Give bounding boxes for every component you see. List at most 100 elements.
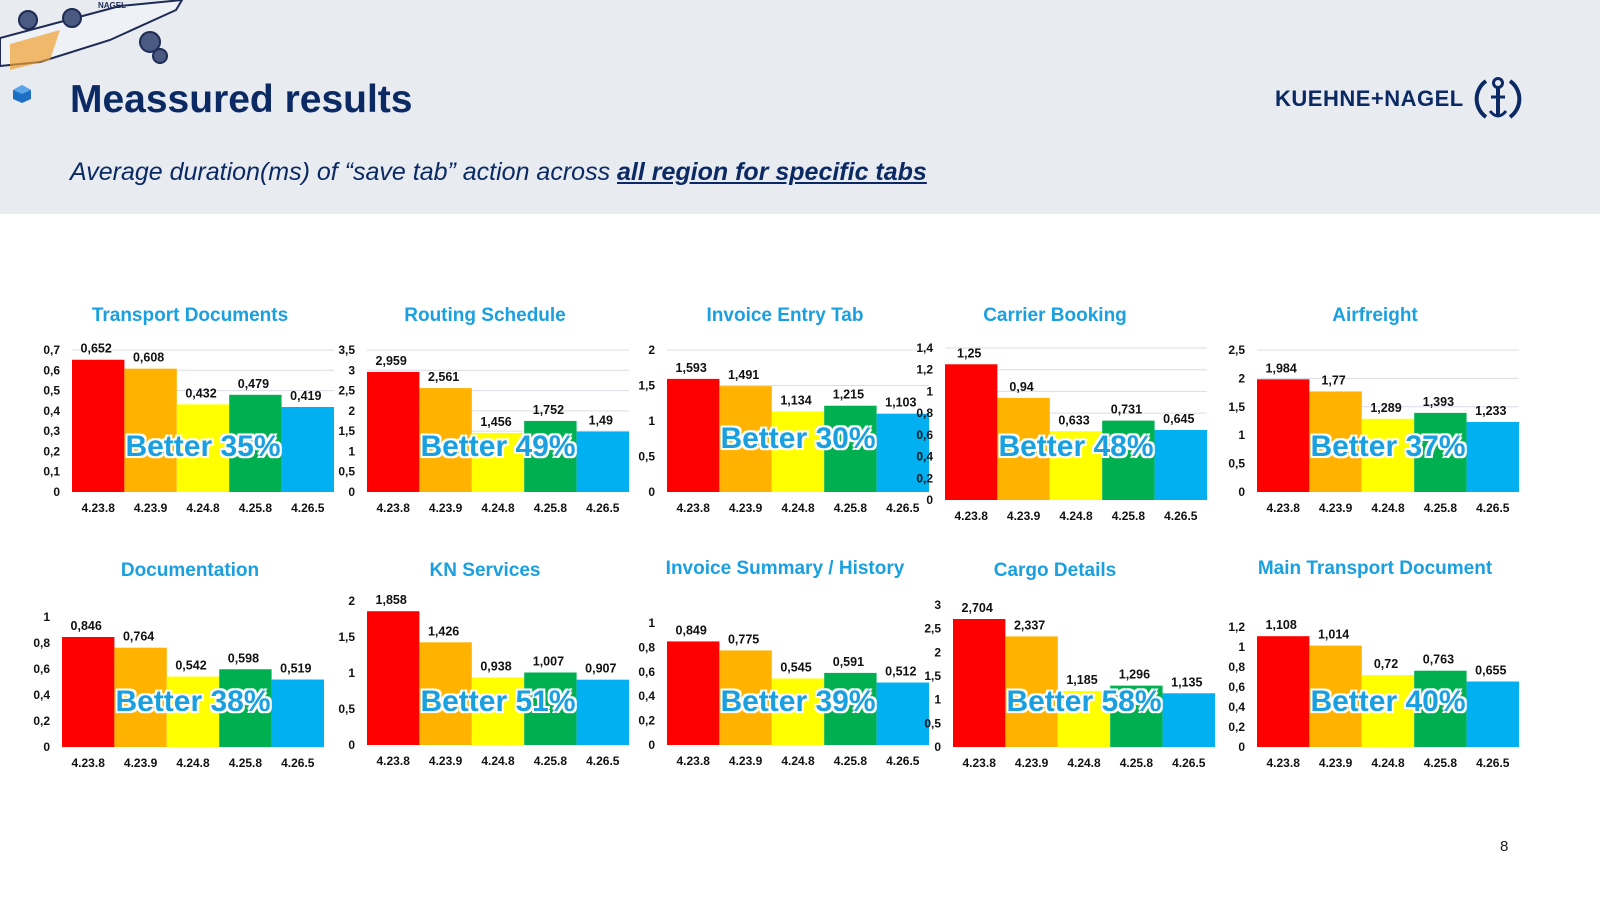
x-tick-label: 4.23.8 bbox=[82, 501, 116, 515]
bar bbox=[471, 432, 525, 492]
y-tick-label: 0 bbox=[926, 493, 933, 507]
x-tick-label: 4.26.5 bbox=[586, 501, 620, 515]
bar bbox=[1414, 670, 1467, 747]
x-tick-label: 4.23.9 bbox=[429, 754, 463, 768]
bar bbox=[1257, 636, 1310, 747]
chart-title: Documentation bbox=[120, 560, 260, 581]
chart-title: KN Services bbox=[429, 560, 541, 581]
x-tick-label: 4.23.8 bbox=[377, 501, 411, 515]
bar bbox=[419, 642, 472, 745]
bar bbox=[1466, 681, 1519, 747]
bar bbox=[1154, 429, 1207, 500]
y-tick-label: 1,5 bbox=[1228, 400, 1245, 414]
y-tick-label: 2 bbox=[348, 404, 355, 418]
y-tick-label: 0,6 bbox=[33, 662, 50, 676]
y-tick-label: 0,8 bbox=[33, 636, 50, 650]
cube-icon bbox=[13, 85, 31, 103]
y-tick-label: 0,4 bbox=[43, 404, 60, 418]
x-tick-label: 4.26.5 bbox=[1476, 501, 1510, 515]
data-label: 2,561 bbox=[428, 370, 459, 384]
improvement-annotation: Better 39% bbox=[720, 685, 876, 718]
x-tick-label: 4.24.8 bbox=[1059, 509, 1093, 523]
bar-chart: 0 0,2 0,4 0,6 0,8 1 1,2 1,108 4.23.8 1,014 4.23.9 0… bbox=[1228, 618, 1519, 770]
bar bbox=[281, 407, 334, 492]
y-tick-label: 0,5 bbox=[924, 716, 941, 730]
bar bbox=[576, 679, 629, 745]
x-tick-label: 4.23.9 bbox=[1015, 756, 1049, 770]
x-tick-label: 4.25.8 bbox=[1120, 756, 1154, 770]
x-tick-label: 4.26.5 bbox=[281, 756, 315, 770]
bar bbox=[176, 404, 230, 492]
bar bbox=[876, 413, 929, 492]
data-label: 1,752 bbox=[533, 403, 564, 417]
y-tick-label: 0 bbox=[1238, 740, 1245, 754]
data-label: 0,938 bbox=[480, 659, 511, 673]
bar bbox=[229, 394, 282, 492]
chart-title: Routing Schedule bbox=[404, 305, 566, 326]
y-tick-label: 0,8 bbox=[638, 640, 655, 654]
chart-6: KN Services 0 0,5 1 1,5 2 1,858 4.23.8 1,426 4.23… bbox=[335, 555, 635, 815]
y-tick-label: 1,2 bbox=[1228, 620, 1245, 634]
x-tick-label: 4.23.8 bbox=[1267, 501, 1301, 515]
x-tick-label: 4.23.9 bbox=[1319, 501, 1353, 515]
x-tick-label: 4.25.8 bbox=[239, 501, 273, 515]
x-tick-label: 4.25.8 bbox=[1424, 501, 1458, 515]
data-label: 0,764 bbox=[123, 630, 154, 644]
y-tick-label: 0 bbox=[348, 738, 355, 752]
data-label: 2,959 bbox=[376, 354, 407, 368]
y-tick-label: 0,7 bbox=[43, 343, 60, 357]
chart-title: Cargo Details bbox=[993, 560, 1117, 581]
improvement-annotation: Better 35% bbox=[125, 430, 281, 463]
bar bbox=[1309, 645, 1362, 747]
x-tick-label: 4.23.8 bbox=[1267, 756, 1301, 770]
data-label: 0,72 bbox=[1374, 657, 1398, 671]
y-tick-label: 1,5 bbox=[338, 630, 355, 644]
bar bbox=[1057, 690, 1111, 747]
bar-chart: 0 0,1 0,2 0,3 0,4 0,5 0,6 0,7 0,652 4.23.8 0,608 4.… bbox=[43, 342, 334, 515]
bar bbox=[1110, 685, 1163, 747]
y-tick-label: 1 bbox=[648, 616, 655, 630]
x-tick-label: 4.25.8 bbox=[534, 754, 568, 768]
improvement-annotation: Better 51% bbox=[420, 685, 576, 718]
y-tick-label: 2 bbox=[648, 343, 655, 357]
x-tick-label: 4.24.8 bbox=[481, 754, 515, 768]
bar-chart: 0 0,5 1 1,5 2 1,593 4.23.8 1,491 4.23.9 1,134 4.24… bbox=[638, 343, 929, 515]
data-label: 1,108 bbox=[1266, 618, 1297, 632]
bar bbox=[719, 386, 772, 492]
x-tick-label: 4.23.8 bbox=[963, 756, 997, 770]
x-tick-label: 4.24.8 bbox=[1371, 501, 1405, 515]
bar bbox=[824, 672, 877, 745]
data-label: 1,426 bbox=[428, 624, 459, 638]
logo-text: KUEHNE+NAGEL bbox=[1275, 86, 1464, 111]
y-tick-label: 3,5 bbox=[338, 343, 355, 357]
bar-chart: 0 0,5 1 1,5 2 1,858 4.23.8 1,426 4.23.9 0,938 4.24… bbox=[338, 593, 629, 768]
x-tick-label: 4.23.8 bbox=[677, 754, 711, 768]
x-tick-label: 4.26.5 bbox=[886, 501, 920, 515]
y-tick-label: 0 bbox=[648, 738, 655, 752]
y-tick-label: 0,5 bbox=[43, 384, 60, 398]
bar bbox=[1102, 420, 1155, 500]
data-label: 1,135 bbox=[1171, 675, 1202, 689]
bar bbox=[419, 388, 472, 492]
chart-title: Carrier Booking bbox=[983, 305, 1127, 326]
x-tick-label: 4.26.5 bbox=[1172, 756, 1206, 770]
y-tick-label: 0 bbox=[43, 740, 50, 754]
y-tick-label: 0,6 bbox=[43, 363, 60, 377]
bar bbox=[166, 676, 220, 747]
data-label: 2,704 bbox=[962, 601, 993, 615]
improvement-annotation: Better 58% bbox=[1006, 685, 1162, 718]
data-label: 1,77 bbox=[1321, 373, 1345, 387]
data-label: 0,655 bbox=[1475, 664, 1506, 678]
data-label: 0,591 bbox=[833, 655, 864, 669]
y-tick-label: 0 bbox=[648, 485, 655, 499]
bar bbox=[1257, 379, 1310, 492]
data-label: 0,849 bbox=[676, 623, 707, 637]
y-tick-label: 0,6 bbox=[1228, 680, 1245, 694]
chart-title: Invoice Entry Tab bbox=[706, 305, 864, 326]
x-tick-label: 4.23.9 bbox=[429, 501, 463, 515]
subtitle-text: Average duration(ms) of “save tab” actio… bbox=[70, 158, 618, 186]
y-tick-label: 1 bbox=[648, 414, 655, 428]
data-label: 0,731 bbox=[1111, 403, 1142, 417]
y-tick-label: 1 bbox=[1238, 640, 1245, 654]
data-label: 0,608 bbox=[133, 351, 164, 365]
